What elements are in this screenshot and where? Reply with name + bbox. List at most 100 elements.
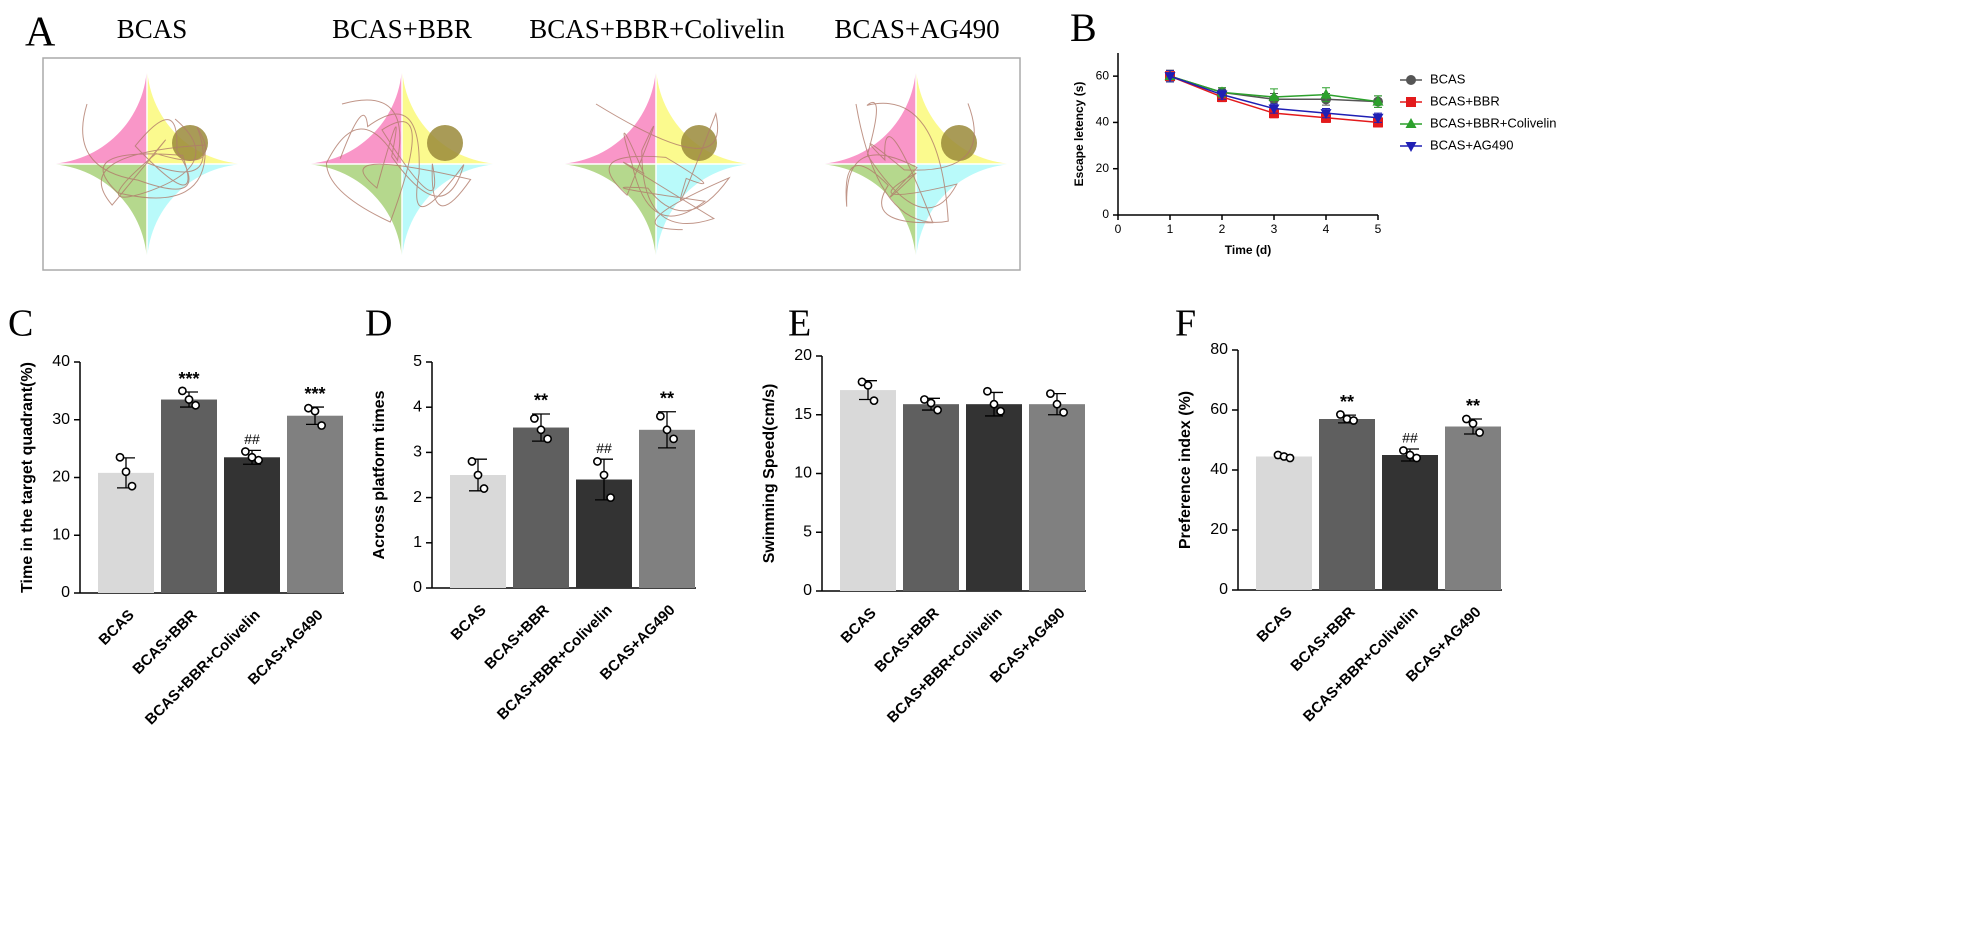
significance-label: ##	[1402, 430, 1418, 446]
swim-path	[325, 99, 472, 223]
data-dot	[1475, 428, 1484, 437]
x-tick-label: 4	[1323, 222, 1330, 236]
data-point	[1320, 88, 1332, 99]
panel-letter: E	[788, 303, 811, 345]
legend-marker	[1406, 97, 1416, 107]
y-tick-label: 10	[794, 465, 812, 482]
data-dot	[310, 406, 320, 416]
data-dot	[240, 447, 250, 456]
data-dot	[536, 425, 546, 435]
panel-letter: D	[365, 303, 392, 345]
bar	[1382, 455, 1438, 590]
data-point	[1372, 95, 1384, 106]
panel-letter: C	[8, 303, 33, 345]
x-tick-label: 0	[1115, 222, 1122, 236]
significance-label: ***	[178, 369, 199, 389]
y-tick-label: 30	[52, 411, 70, 428]
data-dot	[530, 414, 539, 423]
data-dot	[1399, 446, 1408, 455]
legend-marker	[1405, 142, 1417, 152]
data-dot	[863, 380, 873, 390]
data-dot	[599, 470, 609, 480]
bar	[287, 415, 343, 593]
data-dot	[1285, 453, 1295, 463]
data-dot	[191, 400, 200, 410]
data-dot	[662, 425, 672, 435]
bar	[1029, 404, 1085, 591]
data-dot	[1046, 389, 1055, 398]
x-tick-label: BCAS+BBR+Colivelin	[494, 602, 616, 724]
significance-label: **	[660, 388, 674, 408]
data-dot	[1059, 407, 1068, 417]
x-tick-label: BCAS	[838, 605, 880, 647]
y-tick-label: 0	[61, 584, 70, 601]
maze-quadrant	[656, 164, 757, 265]
data-dot	[669, 434, 678, 444]
bar	[513, 427, 569, 588]
y-tick-label: 20	[1096, 161, 1110, 175]
y-tick-label: 3	[413, 444, 422, 461]
data-dot	[933, 405, 942, 415]
group-title: BCAS+BBR+Colivelin	[529, 14, 785, 44]
significance-label: **	[534, 391, 548, 411]
y-axis-label: Across platform times	[371, 390, 388, 559]
x-tick-label: BCAS+BBR+Colivelin	[1300, 604, 1422, 726]
y-tick-label: 60	[1210, 401, 1228, 418]
data-dot	[467, 457, 477, 466]
significance-label: ##	[596, 440, 612, 456]
panel-letter: B	[1070, 5, 1097, 50]
y-tick-label: 4	[413, 398, 422, 415]
data-point	[1164, 72, 1176, 83]
x-tick-label: BCAS	[1254, 604, 1296, 646]
data-point	[1372, 113, 1384, 124]
data-dot	[1349, 416, 1358, 425]
maze-quadrant	[815, 164, 916, 265]
data-dot	[926, 398, 936, 408]
x-tick-label: BCAS+BBR+Colivelin	[884, 605, 1006, 727]
y-tick-label: 20	[794, 347, 812, 364]
data-dot	[115, 452, 125, 462]
data-dot	[254, 455, 263, 465]
y-tick-label: 5	[413, 353, 422, 370]
bar	[224, 457, 280, 593]
significance-label: **	[1340, 392, 1354, 412]
x-tick-label: 3	[1271, 222, 1278, 236]
legend-marker	[1406, 75, 1416, 85]
x-tick-label: BCAS+BBR+Colivelin	[142, 607, 264, 729]
maze-quadrant	[656, 63, 757, 164]
bar	[450, 475, 506, 588]
y-tick-label: 40	[52, 353, 70, 370]
bar	[1445, 426, 1501, 590]
y-tick-label: 1	[413, 534, 422, 551]
data-dot	[479, 484, 489, 493]
maze-quadrant	[402, 63, 503, 164]
platform	[941, 125, 977, 161]
legend-marker	[1405, 118, 1417, 128]
significance-label: **	[1466, 396, 1480, 416]
y-tick-label: 0	[1102, 207, 1109, 221]
x-tick-label: BCAS	[448, 602, 490, 644]
data-dot	[1052, 399, 1062, 409]
significance-label: ##	[244, 431, 260, 447]
data-dot	[177, 386, 187, 396]
y-axis-label: Preference index (%)	[1177, 391, 1194, 549]
significance-label: ***	[304, 384, 325, 404]
legend-label: BCAS	[1430, 71, 1466, 86]
data-dot	[593, 457, 602, 466]
data-dot	[121, 467, 131, 477]
maze-quadrant	[555, 63, 656, 164]
y-tick-label: 20	[52, 469, 70, 486]
data-dot	[1462, 414, 1471, 424]
y-tick-label: 20	[1210, 521, 1228, 538]
data-dot	[996, 406, 1005, 416]
data-point	[1216, 90, 1228, 101]
bar	[966, 404, 1022, 591]
group-title: BCAS+BBR	[332, 14, 472, 44]
data-dot	[920, 395, 929, 404]
maze-quadrant	[916, 164, 1017, 265]
y-tick-label: 60	[1096, 68, 1110, 82]
y-tick-label: 5	[803, 523, 812, 540]
data-point	[1268, 104, 1280, 115]
